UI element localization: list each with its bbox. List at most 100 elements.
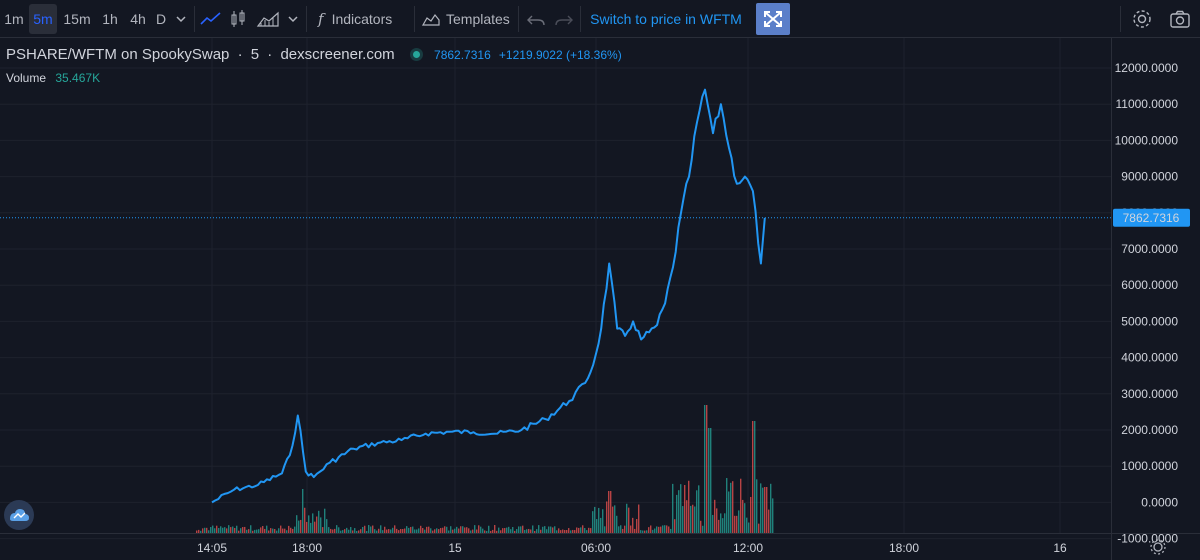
volume-bar	[558, 528, 560, 533]
source-name: dexscreener.com	[280, 46, 395, 63]
volume-bar	[514, 530, 516, 533]
volume-bar	[578, 527, 580, 533]
volume-bar	[690, 505, 692, 533]
volume-bar	[210, 527, 212, 533]
volume-bar	[664, 525, 666, 533]
volume-bar	[566, 529, 568, 533]
area-chart-icon[interactable]	[254, 4, 282, 34]
volume-bar	[654, 528, 656, 533]
volume-bar	[452, 529, 454, 533]
volume-bar	[412, 526, 414, 533]
volume-bar	[262, 526, 264, 533]
templates-icon	[422, 12, 440, 26]
volume-bar	[400, 529, 402, 533]
interval-4h[interactable]: 4h	[130, 11, 146, 27]
volume-bar	[464, 527, 466, 533]
volume-bar	[568, 528, 570, 533]
volume-bar	[528, 528, 530, 533]
volume-bar	[702, 525, 704, 533]
volume-bar	[696, 490, 698, 533]
price-line	[211, 88, 766, 504]
volume-bar	[240, 528, 242, 533]
volume-bar	[712, 514, 714, 533]
volume-bar	[218, 528, 220, 533]
undo-icon[interactable]	[524, 4, 548, 34]
volume-bar	[246, 529, 248, 533]
volume-bar	[434, 529, 436, 533]
volume-bar	[330, 528, 332, 533]
price-axis[interactable]: 12000.000011000.000010000.00009000.00008…	[1115, 61, 1179, 546]
price-chart[interactable]: 12000.000011000.000010000.00009000.00008…	[0, 38, 1200, 560]
volume-bar	[540, 529, 542, 533]
toolbar-divider	[580, 6, 581, 32]
indicators-button[interactable]: f Indicators	[312, 4, 410, 34]
volume-bar	[692, 504, 694, 533]
volume-bar	[614, 505, 616, 533]
volume-bar	[762, 487, 764, 533]
volume-bar	[770, 483, 772, 533]
volume-bar	[596, 519, 598, 533]
volume-bar	[616, 515, 618, 533]
time-axis[interactable]: 14:05 18:00 15 06:00 12:00 18:00 16	[197, 541, 1067, 555]
volume-bar	[204, 527, 206, 533]
line-chart-icon[interactable]	[198, 4, 224, 34]
switch-price-button[interactable]: Switch to price in WFTM	[590, 11, 742, 27]
chart-grid	[0, 38, 1111, 540]
volume-bar	[544, 526, 546, 533]
volume-bar	[266, 525, 268, 533]
volume-bar	[488, 525, 490, 533]
volume-bar	[208, 530, 210, 533]
fullscreen-icon[interactable]	[756, 3, 790, 35]
volume-bar	[510, 529, 512, 533]
volume-bar	[720, 513, 722, 533]
volume-bar	[688, 480, 690, 533]
volume-bar	[214, 528, 216, 533]
price-tick-label: 1000.0000	[1121, 459, 1178, 473]
camera-icon[interactable]	[1166, 4, 1194, 34]
dexscreener-logo-icon[interactable]	[4, 500, 34, 530]
redo-icon[interactable]	[552, 4, 576, 34]
toolbar-divider	[518, 6, 519, 32]
volume-bar	[280, 525, 282, 533]
volume-bar	[552, 527, 554, 533]
interval-15m[interactable]: 15m	[63, 11, 91, 27]
volume-bar	[772, 498, 774, 533]
volume-bar	[264, 528, 266, 533]
volume-bar	[444, 526, 446, 533]
volume-bar	[580, 527, 582, 533]
volume-bar	[646, 530, 648, 533]
settings-gear-icon[interactable]	[1128, 4, 1156, 34]
volume-bar	[652, 529, 654, 533]
templates-button[interactable]: Templates	[420, 4, 516, 34]
interval-5m[interactable]: 5m	[29, 4, 57, 34]
interval-1h[interactable]: 1h	[102, 11, 118, 27]
volume-bar	[632, 517, 634, 533]
volume-bar	[598, 507, 600, 533]
time-tick-label: 15	[448, 541, 462, 555]
interval-1m[interactable]: 1m	[4, 11, 24, 27]
volume-bar	[242, 527, 244, 533]
interval-d[interactable]: D	[155, 11, 167, 27]
volume-bar	[448, 530, 450, 533]
volume-bar	[672, 483, 674, 533]
interval-dropdown-icon[interactable]	[172, 4, 190, 34]
volume-bar	[302, 489, 304, 533]
volume-bar	[364, 525, 366, 533]
volume-bar	[536, 529, 538, 533]
volume-bar	[622, 528, 624, 533]
volume-label: Volume	[6, 71, 47, 85]
volume-bar	[404, 528, 406, 533]
candles-icon[interactable]	[226, 4, 250, 34]
volume-bar	[694, 506, 696, 533]
volume-value: 35.467K	[55, 71, 101, 85]
time-axis-settings-icon[interactable]	[1150, 539, 1166, 555]
volume-bar	[292, 528, 294, 533]
volume-bar	[216, 525, 218, 533]
volume-bar	[438, 529, 440, 533]
volume-bar	[502, 528, 504, 533]
volume-bar	[498, 527, 500, 533]
chart-type-dropdown-icon[interactable]	[284, 4, 302, 34]
time-tick-label: 14:05	[197, 541, 227, 555]
price-tick-label: 3000.0000	[1121, 387, 1178, 401]
volume-bar	[356, 530, 358, 533]
